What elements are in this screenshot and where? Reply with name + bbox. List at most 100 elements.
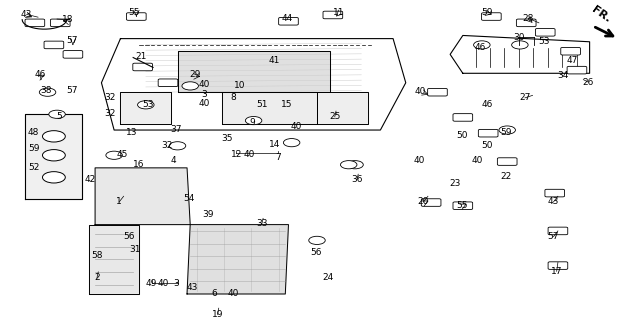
- Text: 48: 48: [28, 128, 39, 137]
- Text: 35: 35: [221, 134, 233, 143]
- FancyBboxPatch shape: [25, 19, 44, 27]
- Circle shape: [138, 101, 154, 109]
- Text: 40: 40: [291, 122, 302, 131]
- Text: 17: 17: [551, 267, 562, 276]
- Text: 54: 54: [183, 194, 195, 203]
- Polygon shape: [222, 92, 317, 124]
- Polygon shape: [187, 225, 288, 294]
- Text: 8: 8: [230, 93, 236, 102]
- FancyBboxPatch shape: [158, 79, 178, 86]
- Text: 44: 44: [281, 14, 293, 23]
- Text: 56: 56: [123, 232, 134, 241]
- FancyBboxPatch shape: [548, 227, 568, 235]
- Text: 26: 26: [583, 78, 594, 87]
- FancyBboxPatch shape: [561, 47, 581, 55]
- Polygon shape: [317, 92, 368, 124]
- Text: 6: 6: [211, 289, 217, 298]
- Text: 55: 55: [456, 201, 467, 210]
- FancyBboxPatch shape: [44, 41, 63, 49]
- Polygon shape: [95, 168, 190, 225]
- FancyBboxPatch shape: [323, 11, 343, 19]
- FancyBboxPatch shape: [482, 13, 501, 20]
- Circle shape: [474, 41, 490, 49]
- Text: 47: 47: [567, 56, 578, 65]
- FancyBboxPatch shape: [51, 19, 70, 27]
- Text: 59: 59: [481, 8, 493, 17]
- Text: 43: 43: [21, 10, 32, 19]
- Text: 55: 55: [129, 8, 140, 17]
- Polygon shape: [25, 114, 82, 199]
- FancyBboxPatch shape: [535, 28, 555, 36]
- FancyBboxPatch shape: [453, 114, 473, 121]
- Text: 40: 40: [472, 156, 483, 165]
- Circle shape: [283, 139, 300, 147]
- Text: 50: 50: [456, 131, 467, 140]
- FancyBboxPatch shape: [63, 51, 82, 58]
- Text: 51: 51: [256, 100, 268, 109]
- Text: 29: 29: [190, 70, 201, 79]
- Text: 40: 40: [158, 279, 169, 288]
- Text: 18: 18: [62, 15, 74, 24]
- FancyBboxPatch shape: [133, 63, 152, 71]
- Text: 31: 31: [129, 245, 141, 254]
- Text: 24: 24: [323, 273, 334, 282]
- Circle shape: [347, 161, 363, 169]
- Text: 52: 52: [28, 163, 39, 172]
- Text: 38: 38: [41, 86, 52, 95]
- Text: 20: 20: [418, 197, 429, 206]
- Text: 59: 59: [500, 128, 512, 137]
- FancyBboxPatch shape: [427, 88, 448, 96]
- Text: 14: 14: [269, 140, 280, 149]
- Circle shape: [245, 116, 262, 125]
- Polygon shape: [101, 39, 406, 130]
- Text: 34: 34: [557, 71, 569, 80]
- Text: 33: 33: [256, 220, 268, 228]
- Text: 11: 11: [333, 8, 345, 17]
- FancyBboxPatch shape: [498, 158, 517, 165]
- Text: 9: 9: [249, 118, 256, 127]
- Circle shape: [169, 142, 186, 150]
- Text: 40: 40: [198, 100, 210, 108]
- Circle shape: [106, 151, 122, 159]
- FancyBboxPatch shape: [279, 18, 299, 25]
- Text: 22: 22: [500, 172, 512, 181]
- Circle shape: [512, 41, 528, 49]
- Text: 46: 46: [34, 70, 46, 79]
- Circle shape: [42, 149, 65, 161]
- FancyBboxPatch shape: [453, 202, 473, 210]
- Text: 5: 5: [56, 112, 62, 121]
- Text: 30: 30: [513, 34, 524, 43]
- Circle shape: [340, 161, 357, 169]
- Text: 45: 45: [117, 150, 128, 159]
- Text: 43: 43: [186, 283, 198, 292]
- Text: 32: 32: [104, 109, 115, 118]
- Text: 16: 16: [133, 160, 144, 169]
- Text: 1: 1: [116, 197, 122, 206]
- Polygon shape: [120, 92, 171, 124]
- Text: 25: 25: [329, 112, 340, 121]
- Text: 2: 2: [94, 273, 100, 282]
- Text: FR.: FR.: [590, 4, 612, 24]
- Circle shape: [309, 236, 325, 244]
- Text: 57: 57: [66, 36, 77, 45]
- Text: 42: 42: [85, 175, 96, 184]
- FancyBboxPatch shape: [516, 19, 536, 27]
- Text: 40: 40: [413, 156, 425, 165]
- Circle shape: [39, 88, 56, 96]
- Text: 59: 59: [28, 144, 39, 153]
- FancyBboxPatch shape: [126, 13, 146, 20]
- Text: 7: 7: [275, 153, 281, 162]
- FancyBboxPatch shape: [567, 66, 587, 74]
- Circle shape: [499, 126, 515, 134]
- Text: 28: 28: [522, 14, 534, 23]
- Text: 37: 37: [171, 125, 182, 134]
- Text: 32: 32: [161, 141, 172, 150]
- Text: 23: 23: [450, 179, 461, 188]
- Text: 46: 46: [481, 100, 493, 109]
- Polygon shape: [89, 225, 139, 294]
- Text: 53: 53: [538, 36, 550, 46]
- Text: 46: 46: [475, 43, 486, 52]
- Text: 53: 53: [142, 100, 153, 109]
- Text: 36: 36: [351, 175, 363, 184]
- Circle shape: [182, 82, 198, 90]
